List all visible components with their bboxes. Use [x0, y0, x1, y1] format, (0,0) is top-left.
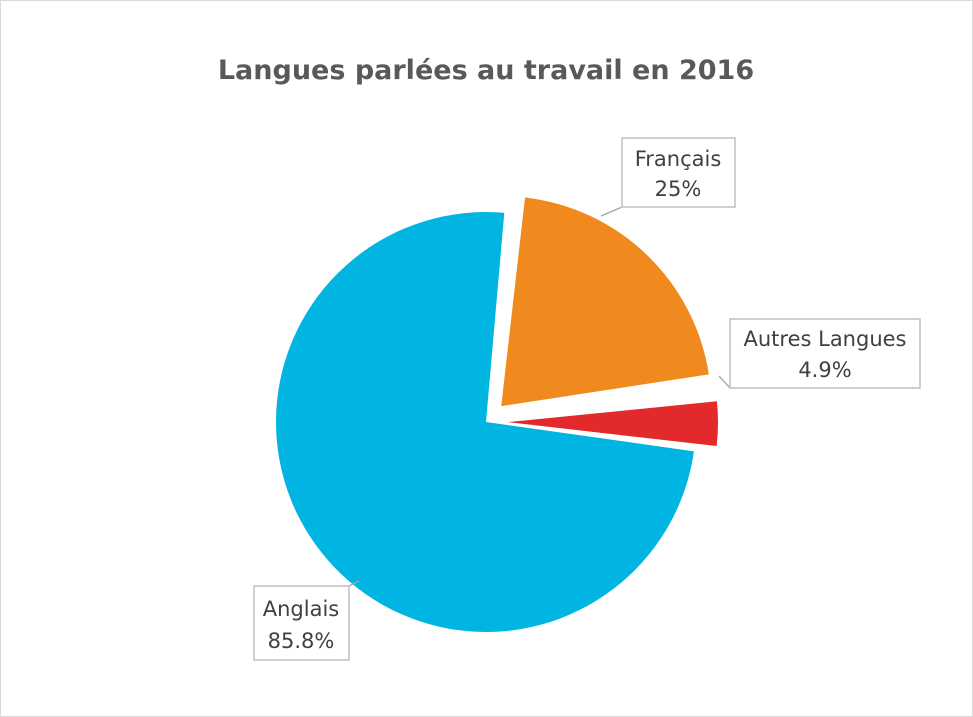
- label-value-francais: 25%: [655, 177, 702, 201]
- label-value-anglais: 85.8%: [268, 629, 335, 653]
- pie-slice-anglais: [276, 212, 694, 632]
- leader-anglais: [348, 580, 360, 587]
- leader-lines: [348, 206, 731, 587]
- leader-autres-langues: [718, 375, 731, 389]
- label-box-autres-langues: [729, 318, 921, 389]
- label-name-francais: Français: [635, 147, 722, 171]
- label-francais: Français 25%: [621, 137, 736, 208]
- label-box-francais: [621, 137, 736, 208]
- label-name-anglais: Anglais: [263, 597, 339, 621]
- pie-slice-fran-ais: [501, 197, 709, 407]
- label-box-anglais: [253, 585, 350, 661]
- label-name-autres-langues: Autres Langues: [744, 327, 907, 351]
- pie-slices: [276, 197, 718, 632]
- chart-title: Langues parlées au travail en 2016: [218, 55, 754, 86]
- label-anglais: Anglais 85.8%: [253, 585, 350, 661]
- label-autres-langues: Autres Langues 4.9%: [729, 318, 921, 389]
- label-value-autres-langues: 4.9%: [798, 358, 851, 382]
- leader-francais: [600, 206, 623, 217]
- pie-slice-autres-langues: [507, 401, 718, 447]
